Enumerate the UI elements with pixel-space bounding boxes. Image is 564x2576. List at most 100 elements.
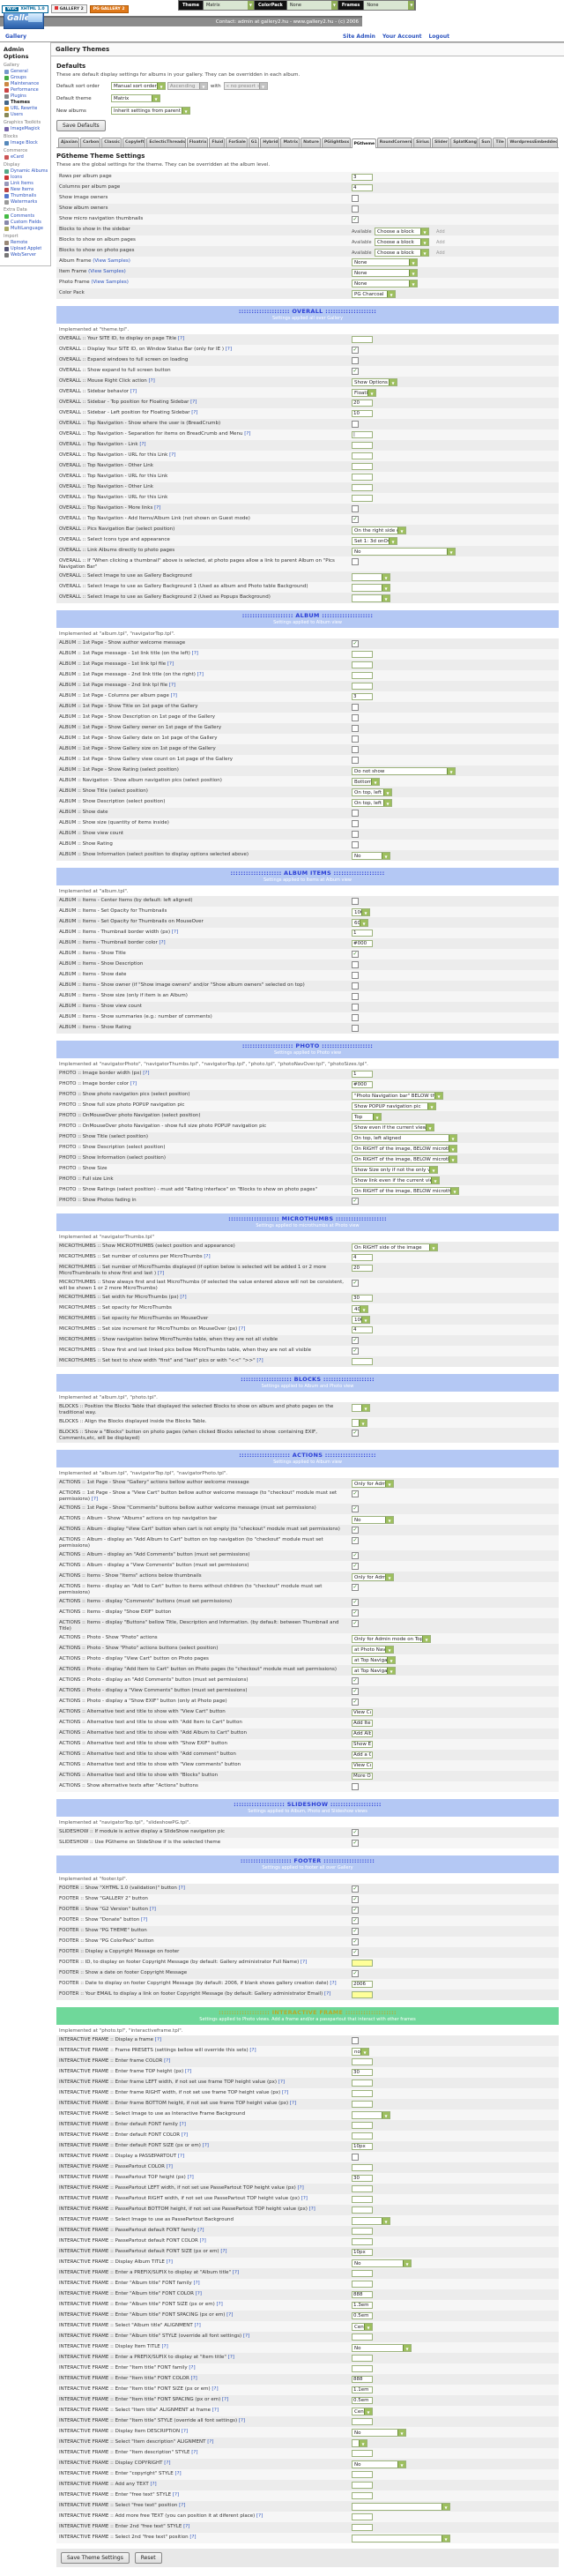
setting-checkbox[interactable] — [352, 1782, 359, 1790]
setting-select[interactable]: Show even if the current view is the ful… — [352, 1123, 434, 1131]
help-link[interactable]: [?] — [299, 1960, 308, 1965]
tab-classic[interactable]: Classic — [101, 138, 122, 147]
setting-select[interactable]: none▼ — [352, 2047, 369, 2056]
help-link[interactable]: [?] — [146, 378, 155, 384]
setting-input[interactable] — [352, 2375, 373, 2383]
setting-checkbox[interactable]: ✓ — [352, 1698, 359, 1706]
setting-input[interactable] — [352, 650, 373, 658]
setting-checkbox[interactable]: ✓ — [352, 1598, 359, 1606]
help-link[interactable]: [?] — [224, 347, 232, 352]
help-link[interactable]: [?] — [180, 2132, 189, 2138]
help-link[interactable]: [?] — [248, 2048, 256, 2053]
save-defaults-button[interactable]: Save Defaults — [56, 120, 106, 131]
w3c-xhtml-badge[interactable]: W3C XHTML 1.0 — [2, 4, 48, 13]
help-link[interactable]: [?] — [162, 2460, 171, 2466]
setting-checkbox[interactable]: ✓ — [352, 1895, 359, 1903]
setting-input[interactable] — [352, 2301, 373, 2309]
setting-input[interactable] — [352, 2174, 373, 2182]
sidebar-item-new-items[interactable]: New Items — [4, 187, 48, 192]
setting-input[interactable] — [352, 2523, 373, 2531]
setting-input[interactable] — [352, 1264, 373, 1272]
setting-checkbox[interactable]: ✓ — [352, 1562, 359, 1570]
help-link[interactable]: [?] — [323, 1991, 331, 1997]
setting-select[interactable]: at Top Navigation bar▼ — [352, 1655, 396, 1664]
tab-matrix[interactable]: Matrix — [280, 138, 301, 147]
sidebar-item-url-rewrite[interactable]: URL Rewrite — [4, 106, 48, 111]
setting-checkbox[interactable]: ✓ — [352, 215, 359, 223]
setting-checkbox[interactable]: ✓ — [352, 1619, 359, 1627]
help-link[interactable]: [?] — [137, 442, 146, 447]
setting-input[interactable] — [352, 692, 373, 700]
setting-input[interactable] — [352, 2311, 373, 2319]
help-link[interactable]: [?] — [241, 2333, 250, 2339]
sidebar-item-imagemagick[interactable]: ImageMagick — [4, 126, 48, 131]
help-link[interactable]: [?] — [176, 2154, 185, 2159]
help-link[interactable]: [?] — [178, 1295, 187, 1300]
setting-checkbox[interactable] — [352, 819, 359, 827]
setting-select[interactable]: 40%▼ — [352, 1304, 368, 1313]
sidebar-item-ecard[interactable]: eCard — [4, 154, 48, 160]
help-link[interactable]: [?] — [191, 2281, 200, 2286]
setting-checkbox[interactable]: ✓ — [352, 1687, 359, 1695]
tab-floatrix[interactable]: Floatrix — [186, 138, 209, 147]
setting-select[interactable]: PG Charcoal ▼ — [352, 289, 396, 298]
tab-nature[interactable]: Nature — [301, 138, 321, 147]
help-link[interactable]: [?] — [162, 2058, 171, 2064]
setting-select[interactable]: No ▼ — [352, 851, 390, 860]
setting-input[interactable] — [352, 2227, 373, 2235]
help-link[interactable]: [?] — [210, 2386, 219, 2392]
setting-select[interactable]: Only for Admin mode▼ — [352, 1572, 394, 1581]
tab-pgtheme[interactable]: PGtheme — [351, 138, 376, 148]
setting-input[interactable] — [352, 1959, 373, 1967]
setting-select[interactable]: ▼ — [352, 572, 390, 581]
setting-checkbox[interactable]: ✓ — [352, 1336, 359, 1344]
setting-checkbox[interactable]: ✓ — [352, 367, 359, 375]
setting-select[interactable]: Bottom ▼ — [352, 777, 380, 786]
setting-input[interactable] — [352, 2290, 373, 2298]
tab-wordpressembedded[interactable]: WordpressEmbedded — [507, 138, 558, 147]
sidebar-item-upload-applet[interactable]: Upload Applet — [4, 246, 48, 251]
setting-input[interactable] — [352, 1751, 373, 1758]
setting-select[interactable]: "Photo Navigation bar" BELOW the image▼ — [352, 1091, 443, 1100]
help-link[interactable]: [?] — [231, 2270, 240, 2275]
setting-input[interactable] — [352, 1325, 373, 1333]
help-link[interactable]: [?] — [188, 2535, 197, 2540]
setting-select[interactable]: at Photo Navigation bar▼ — [352, 1645, 394, 1654]
setting-input[interactable] — [352, 2057, 373, 2065]
sidebar-item-maintenance[interactable]: Maintenance — [4, 81, 48, 86]
setting-input[interactable] — [352, 2386, 373, 2393]
help-link[interactable]: [?] — [255, 1358, 263, 1363]
tab-pglightbox[interactable]: PGlightbox — [321, 138, 351, 147]
setting-select[interactable]: None ▼ — [352, 258, 418, 266]
sidebar-item-web-server[interactable]: Web/Server — [4, 252, 48, 258]
setting-select[interactable]: ▼ — [352, 2438, 367, 2447]
setting-select[interactable]: Floating▼ — [352, 388, 376, 397]
setting-input[interactable] — [352, 1080, 373, 1088]
setting-input[interactable] — [352, 173, 373, 181]
setting-input[interactable] — [352, 441, 373, 449]
help-link[interactable]: [?] — [148, 2482, 157, 2487]
help-link[interactable]: [?] — [183, 2069, 192, 2074]
help-link[interactable]: [?] — [307, 2206, 315, 2212]
sidebar-item-dynamic-albums[interactable]: Dynamic Albums — [4, 168, 48, 174]
setting-checkbox[interactable]: ✓ — [352, 1828, 359, 1836]
help-link[interactable]: [?] — [205, 2439, 214, 2445]
setting-input[interactable] — [352, 929, 373, 937]
tab-slider[interactable]: Slider — [431, 138, 450, 147]
setting-select[interactable]: ▼ — [352, 2534, 450, 2542]
setting-input[interactable] — [352, 2396, 373, 2404]
tab-fluid[interactable]: Fluid — [209, 138, 226, 147]
your-account-link[interactable]: Your Account — [382, 34, 422, 40]
sidebar-item-performance[interactable]: Performance — [4, 87, 48, 93]
tab-sun[interactable]: Sun — [479, 138, 493, 147]
help-link[interactable]: [?] — [242, 431, 251, 437]
setting-select[interactable]: at Top Navigation bar▼ — [352, 1666, 396, 1675]
view-samples-link[interactable]: (View Samples) — [86, 269, 126, 274]
setting-input[interactable] — [352, 2470, 373, 2478]
setting-checkbox[interactable]: ✓ — [352, 1583, 359, 1591]
sidebar-item-general[interactable]: General — [4, 69, 48, 74]
setting-checkbox[interactable]: ✓ — [352, 346, 359, 354]
help-link[interactable]: [?] — [214, 2302, 223, 2307]
help-link[interactable]: [?] — [129, 389, 137, 394]
setting-checkbox[interactable] — [352, 1024, 359, 1032]
